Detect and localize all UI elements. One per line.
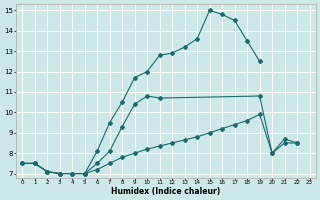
X-axis label: Humidex (Indice chaleur): Humidex (Indice chaleur) (111, 187, 220, 196)
